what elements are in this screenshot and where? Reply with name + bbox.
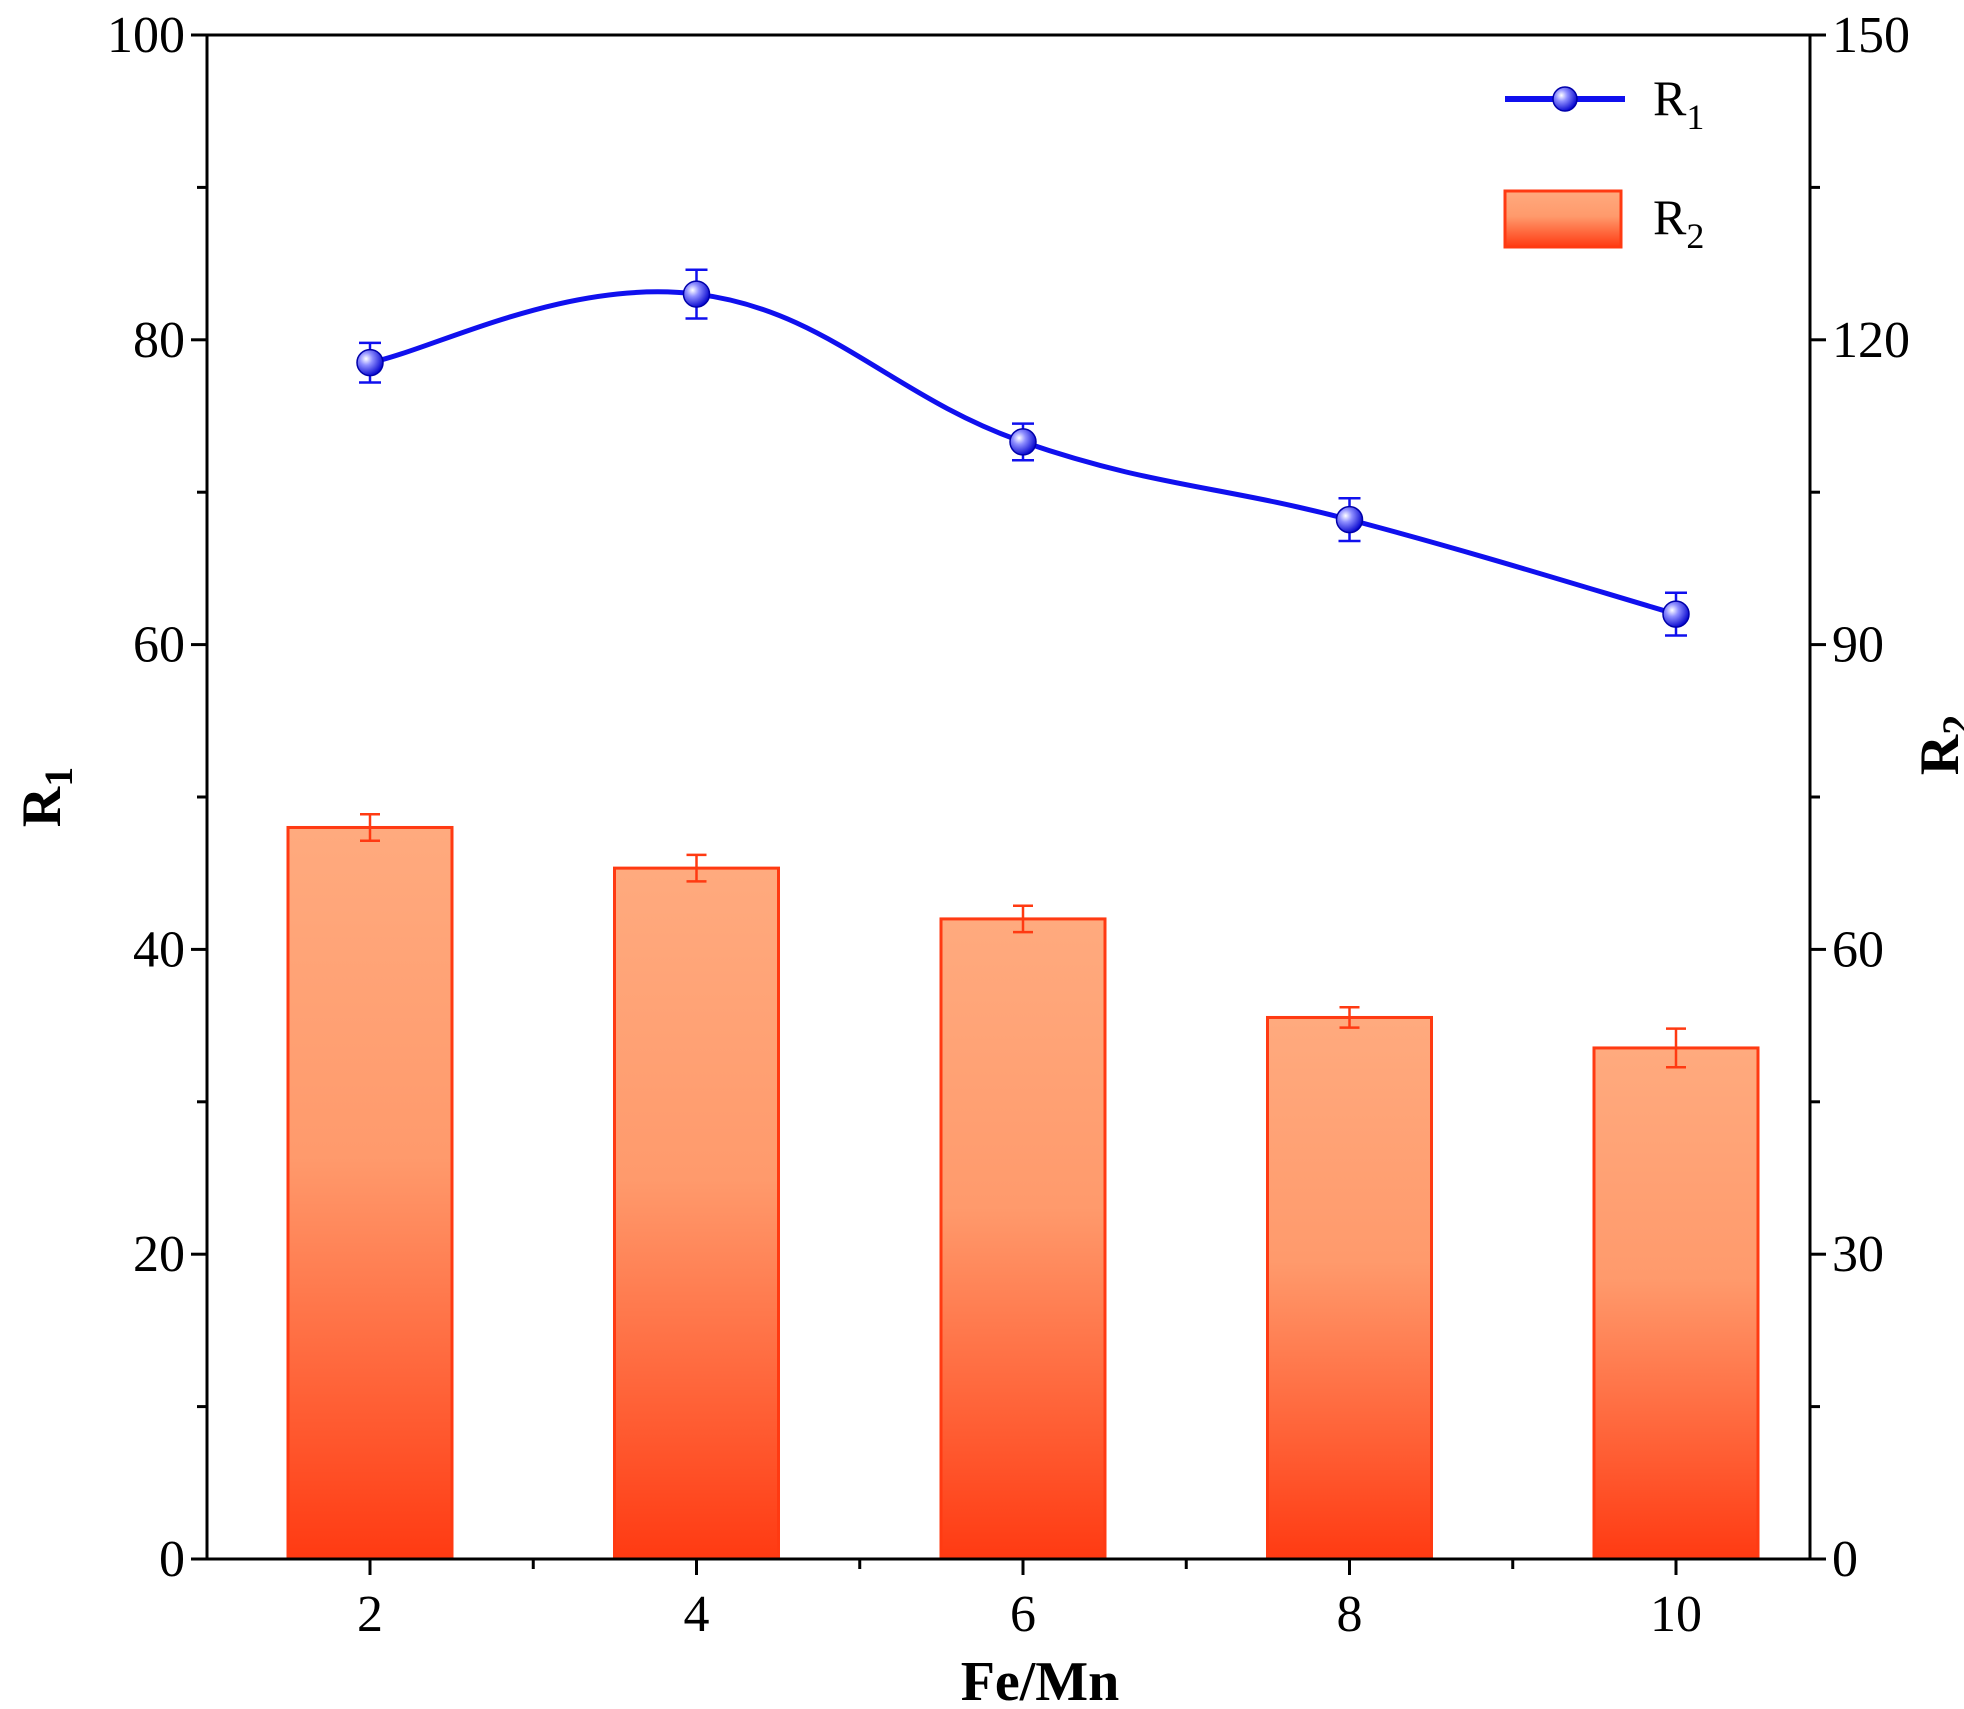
marker-r1-10 — [1662, 600, 1690, 628]
right-tick-label: 90 — [1832, 617, 1884, 674]
left-tick-label: 0 — [159, 1531, 185, 1588]
marker-r1-8 — [1335, 505, 1364, 534]
legend-label-r1: R1 — [1653, 70, 1704, 137]
error-bar-r2-8 — [1339, 1006, 1360, 1029]
legend-swatch-r2 — [1503, 189, 1623, 249]
bar-r2-8 — [1266, 1015, 1433, 1561]
bar-error-bars — [360, 813, 1686, 1069]
left-tick-label: 100 — [107, 7, 185, 64]
error-bar-r2-6 — [1013, 904, 1033, 934]
right-tick-label: 120 — [1832, 312, 1910, 369]
right-tick-label: 60 — [1832, 921, 1884, 978]
axis-ticks — [191, 33, 1826, 1575]
legend-marker-r1 — [1552, 86, 1578, 112]
right-axis-title: R2 — [1909, 715, 1964, 775]
bar-r2-4 — [613, 866, 780, 1561]
legend-label-r2: R2 — [1653, 189, 1704, 256]
bar-r2-6 — [939, 917, 1107, 1561]
right-tick-label: 150 — [1832, 7, 1910, 64]
line-series-r1 — [356, 268, 1690, 637]
x-tick-label: 2 — [357, 1586, 383, 1643]
marker-r1-6 — [1009, 428, 1037, 456]
bar-r2-10 — [1592, 1046, 1760, 1561]
right-tick-label: 0 — [1832, 1531, 1858, 1588]
left-tick-label: 60 — [133, 617, 185, 674]
left-tick-label: 80 — [133, 312, 185, 369]
x-tick-label: 6 — [1010, 1586, 1036, 1643]
x-axis-title: Fe/Mn — [961, 1651, 1120, 1709]
left-tick-label: 20 — [133, 1226, 185, 1283]
x-tick-label: 8 — [1337, 1586, 1363, 1643]
error-bar-r2-10 — [1666, 1027, 1686, 1069]
tick-labels: 0 20 40 60 80 100 0 30 60 90 120 150 2 4 6 8 10 — [107, 7, 1910, 1643]
x-tick-label: 4 — [684, 1586, 710, 1643]
error-bar-r2-4 — [686, 853, 707, 883]
marker-r1-2 — [356, 348, 384, 377]
left-axis-title: R1 — [11, 767, 81, 827]
error-bar-r2-2 — [360, 813, 380, 842]
bar-series-r2 — [286, 825, 1760, 1561]
bar-r2-2 — [286, 825, 454, 1561]
right-tick-label: 30 — [1832, 1226, 1884, 1283]
legend: R1 R2 — [1503, 70, 1704, 256]
x-tick-label: 10 — [1650, 1586, 1702, 1643]
marker-r1-4 — [682, 280, 711, 308]
left-tick-label: 40 — [133, 921, 185, 978]
